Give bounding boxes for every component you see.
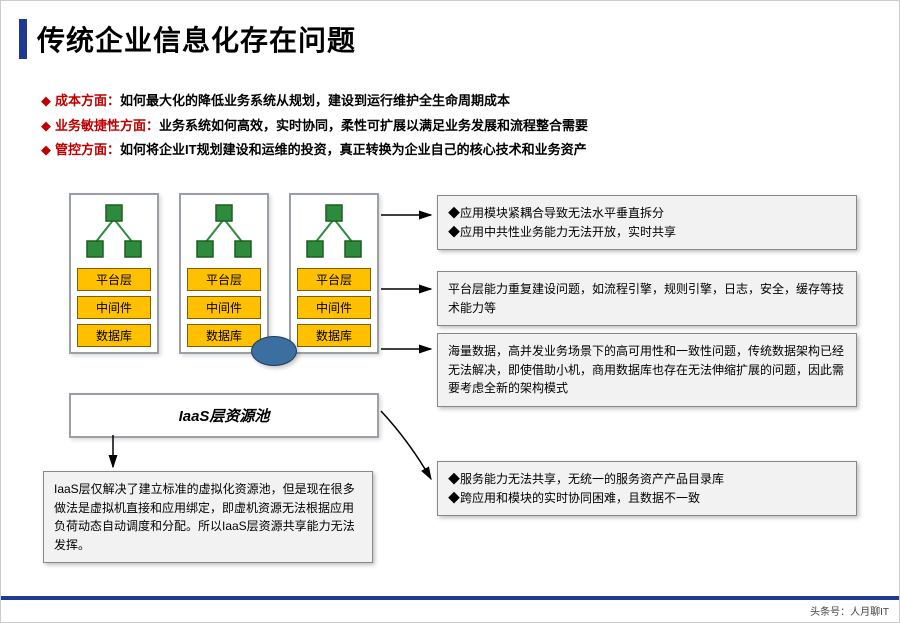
bullet-list: ◆ 成本方面：如何最大化的降低业务系统从规划，建设到运行维护全生命周期成本 ◆ … [41, 89, 588, 163]
page-title: 传统企业信息化存在问题 [37, 19, 356, 59]
title-accent [19, 19, 27, 59]
bullet-label: 成本方面： [55, 93, 120, 108]
diamond-icon: ◆ [41, 114, 51, 139]
bullet-text: 业务系统如何高效，实时协同，柔性可扩展以满足业务发展和流程整合需要 [159, 118, 588, 133]
diagram-area: 平台层中间件数据库 平台层中间件数据库 平台层中间件数据库 IaaS层资源池 ◆… [1, 181, 900, 581]
slide: 传统企业信息化存在问题 ◆ 成本方面：如何最大化的降低业务系统从规划，建设到运行… [0, 0, 900, 623]
bullet-item: ◆ 业务敏捷性方面：业务系统如何高效，实时协同，柔性可扩展以满足业务发展和流程整… [41, 114, 588, 139]
diamond-icon: ◆ [41, 89, 51, 114]
bullet-text: 如何最大化的降低业务系统从规划，建设到运行维护全生命周期成本 [120, 93, 510, 108]
bullet-item: ◆ 管控方面：如何将企业IT规划建设和运维的投资，真正转换为企业自己的核心技术和… [41, 138, 588, 163]
bullet-label: 业务敏捷性方面： [55, 118, 159, 133]
bullet-text: 如何将企业IT规划建设和运维的投资，真正转换为企业自己的核心技术和业务资产 [120, 142, 587, 157]
bullet-label: 管控方面： [55, 142, 120, 157]
footer-line [1, 596, 899, 600]
arrows-svg [1, 181, 900, 581]
title-bar: 传统企业信息化存在问题 [19, 19, 356, 59]
footer-text: 头条号：人月聊IT [810, 603, 889, 618]
diamond-icon: ◆ [41, 138, 51, 163]
bullet-item: ◆ 成本方面：如何最大化的降低业务系统从规划，建设到运行维护全生命周期成本 [41, 89, 588, 114]
